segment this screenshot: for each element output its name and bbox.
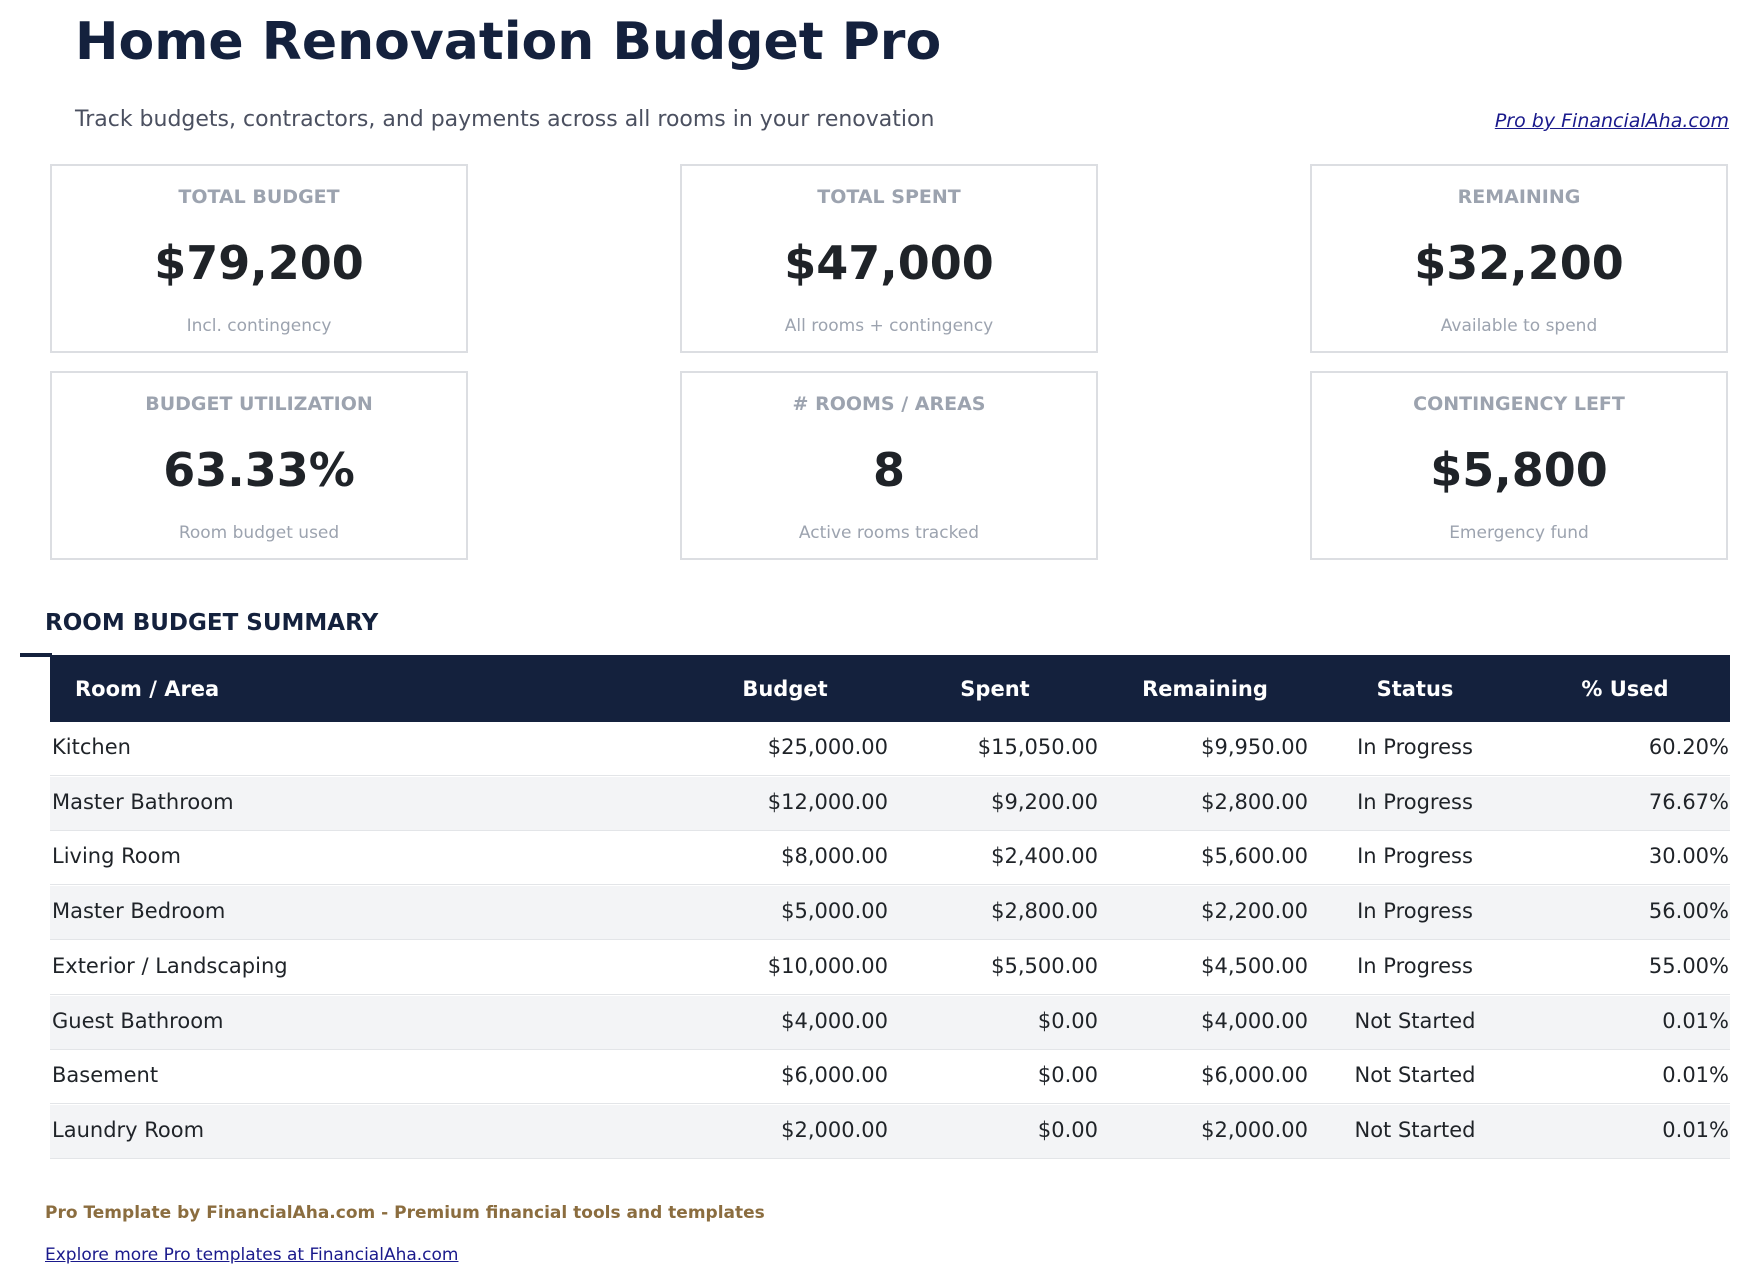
table-header (50, 655, 1730, 722)
table-cell: 56.00% (1648, 899, 1729, 924)
kpi-label: BUDGET UTILIZATION (145, 393, 373, 415)
table-row (50, 995, 1730, 1050)
table-cell: 0.01% (1662, 1117, 1729, 1142)
table-cell: $5,600.00 (1201, 844, 1308, 869)
table-cell: $8,000.00 (781, 844, 888, 869)
table-cell: Laundry Room (52, 1117, 205, 1142)
table-cell: 76.67% (1648, 789, 1729, 814)
table-cell: $0.00 (1037, 1117, 1098, 1142)
table-row (50, 1104, 1730, 1159)
table-cell: $4,000.00 (781, 1008, 888, 1033)
column-header: Remaining (1142, 677, 1268, 701)
kpi-note: Emergency fund (1449, 523, 1589, 543)
table-row (50, 722, 1730, 776)
table-cell: $12,000.00 (767, 789, 888, 814)
table-cell: Basement (52, 1063, 159, 1088)
kpi-note: Room budget used (178, 523, 340, 543)
table-cell: $15,050.00 (977, 735, 1098, 759)
table-cell: $4,000.00 (1201, 1008, 1308, 1033)
table-cell: Not Started (1354, 1008, 1476, 1033)
table-cell: 0.01% (1662, 1008, 1729, 1033)
section-accent (20, 653, 52, 657)
table-cell: $9,200.00 (991, 789, 1098, 814)
table-cell: $5,500.00 (991, 953, 1098, 978)
table-row (50, 831, 1730, 886)
table-cell: 60.20% (1648, 735, 1729, 759)
table-cell: $2,800.00 (1201, 789, 1308, 814)
table-cell: Master Bathroom (52, 789, 234, 814)
kpi-card: REMAINING $32,200 Available to spend (1310, 164, 1728, 353)
table-cell: $5,000.00 (781, 899, 888, 924)
kpi-note: Available to spend (1440, 316, 1598, 336)
table-row (50, 776, 1730, 831)
table-cell: In Progress (1357, 899, 1473, 924)
table-cell: Master Bedroom (52, 899, 226, 924)
table-cell: 0.01% (1662, 1063, 1729, 1088)
table-cell: In Progress (1357, 953, 1473, 978)
table-cell: $2,800.00 (991, 899, 1098, 924)
table-cell: $25,000.00 (767, 735, 888, 759)
table-cell: Guest Bathroom (52, 1008, 224, 1033)
table-cell: 30.00% (1648, 844, 1729, 869)
table-cell: Exterior / Landscaping (52, 953, 288, 978)
kpi-value: $47,000 (784, 236, 994, 290)
column-header: Budget (742, 677, 828, 701)
subtitle: Track budgets, contractors, and payments… (75, 107, 935, 132)
column-header: Room / Area (75, 677, 220, 701)
table-cell: $0.00 (1037, 1063, 1098, 1088)
table-row (50, 940, 1730, 995)
table-cell: Living Room (52, 844, 181, 869)
kpi-card: BUDGET UTILIZATION 63.33% Room budget used (50, 371, 468, 560)
kpi-value: $79,200 (154, 236, 364, 290)
kpi-card: CONTINGENCY LEFT $5,800 Emergency fund (1310, 371, 1728, 560)
kpi-card: # ROOMS / AREAS 8 Active rooms tracked (680, 371, 1098, 560)
kpi-label: CONTINGENCY LEFT (1413, 393, 1625, 415)
column-header: % Used (1581, 677, 1669, 701)
table-cell: $4,500.00 (1201, 953, 1308, 978)
column-header: Status (1376, 677, 1454, 701)
table-cell: $2,200.00 (1201, 899, 1308, 924)
table-cell: Kitchen (52, 735, 131, 759)
kpi-value: 8 (872, 443, 905, 497)
footer-link[interactable]: Explore more Pro templates at FinancialA… (45, 1245, 459, 1265)
pro-link[interactable]: Pro by FinancialAha.com (1494, 110, 1729, 132)
table-cell: $0.00 (1037, 1008, 1098, 1033)
footer-note: Pro Template by FinancialAha.com - Premi… (45, 1203, 765, 1223)
table-cell: $2,000.00 (1201, 1117, 1308, 1142)
table-cell: Not Started (1354, 1063, 1476, 1088)
kpi-card: TOTAL SPENT $47,000 All rooms + contingenc… (680, 164, 1098, 353)
table-cell: $2,000.00 (781, 1117, 888, 1142)
table-row (50, 1050, 1730, 1105)
table-cell: 55.00% (1648, 953, 1729, 978)
table-cell: In Progress (1357, 844, 1473, 869)
table-row (50, 886, 1730, 941)
section-title: ROOM BUDGET SUMMARY (45, 610, 379, 636)
kpi-note: Incl. contingency (186, 316, 332, 336)
kpi-card: TOTAL BUDGET $79,200 Incl. contingency (50, 164, 468, 353)
kpi-label: # ROOMS / AREAS (792, 393, 986, 415)
kpi-label: TOTAL SPENT (817, 186, 961, 208)
table-cell: Not Started (1354, 1117, 1476, 1142)
table-cell: $9,950.00 (1201, 735, 1308, 759)
column-header: Spent (960, 677, 1030, 701)
table-cell: $2,400.00 (991, 844, 1098, 869)
table-cell: $6,000.00 (781, 1063, 888, 1088)
table-cell: In Progress (1357, 789, 1473, 814)
kpi-note: Active rooms tracked (798, 523, 980, 543)
page-title: Home Renovation Budget Pro (75, 12, 942, 72)
table-cell: $10,000.00 (767, 953, 888, 978)
kpi-value: $5,800 (1430, 443, 1608, 497)
kpi-value: 63.33% (163, 443, 355, 497)
kpi-label: REMAINING (1457, 186, 1581, 208)
kpi-note: All rooms + contingency (784, 316, 994, 336)
kpi-value: $32,200 (1414, 236, 1624, 290)
kpi-label: TOTAL BUDGET (178, 186, 340, 208)
table-cell: $6,000.00 (1201, 1063, 1308, 1088)
table-cell: In Progress (1357, 735, 1473, 759)
